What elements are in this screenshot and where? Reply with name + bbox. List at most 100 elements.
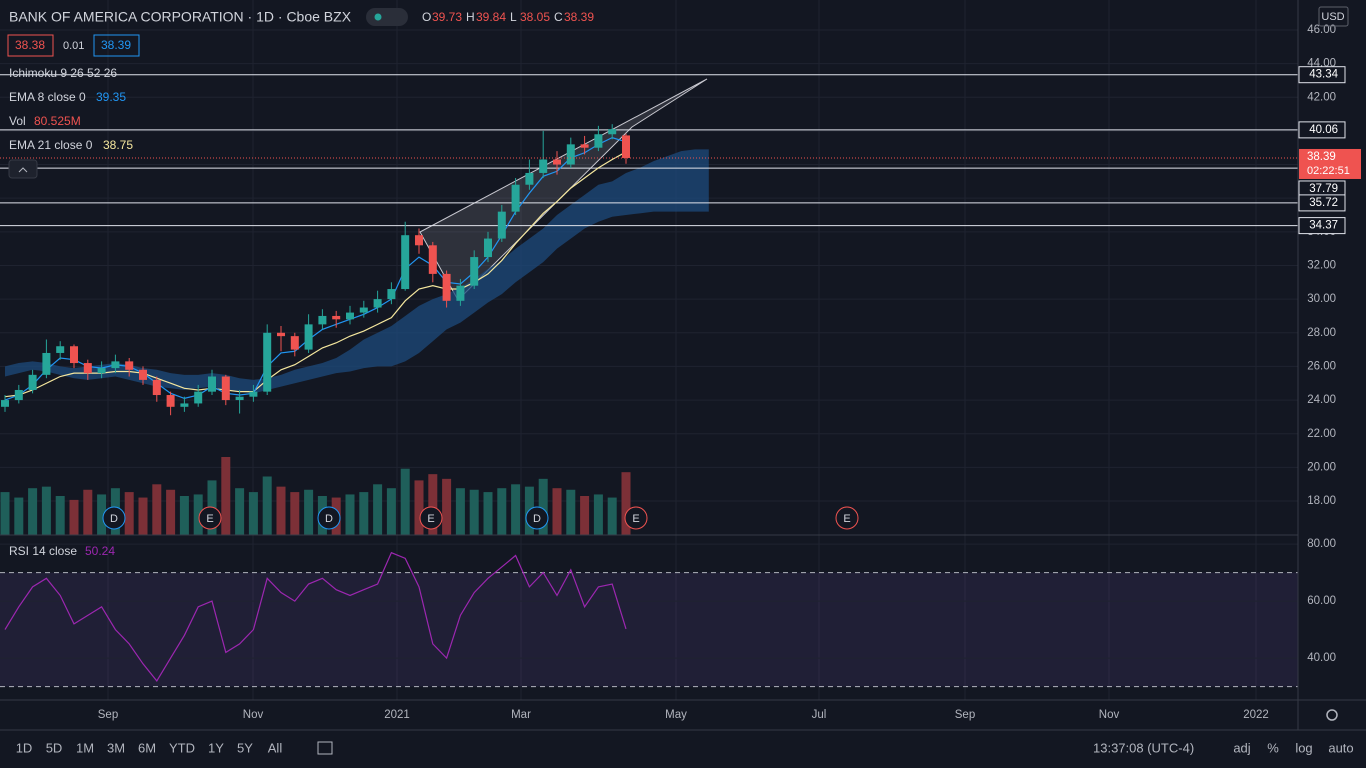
candle-body [166, 395, 175, 407]
range-button[interactable]: All [268, 740, 283, 755]
range-button[interactable]: 5Y [237, 740, 253, 755]
symbol-title: BANK OF AMERICA CORPORATION · 1D · Cboe … [9, 9, 352, 25]
candle-body [580, 144, 589, 148]
price-tag-value: 38.39 [1307, 151, 1336, 163]
x-tick-label: Sep [98, 709, 118, 721]
range-button[interactable]: 1M [76, 740, 94, 755]
volume-bar [152, 484, 162, 535]
volume-bar [359, 492, 369, 535]
legend-ema21: EMA 21 close 0 [9, 138, 93, 152]
volume-bar [497, 488, 507, 535]
event-label: D [533, 513, 541, 525]
level-label: 43.34 [1309, 69, 1338, 81]
candle-body [125, 361, 134, 370]
range-button[interactable]: 3M [107, 740, 125, 755]
candle-body [484, 238, 492, 258]
event-marker[interactable] [624, 506, 648, 530]
candle-body [235, 396, 244, 401]
ema21-line [4, 151, 627, 398]
y-tick-label: 24.00 [1307, 394, 1336, 406]
status-pill[interactable] [366, 8, 408, 26]
volume-bar [124, 492, 134, 535]
event-marker[interactable] [102, 506, 126, 530]
volume-bar [14, 497, 24, 535]
volume-bar [345, 494, 355, 535]
candle-body [594, 134, 603, 148]
y-tick-label: 32.00 [1307, 260, 1336, 272]
range-button[interactable]: 1D [16, 740, 33, 755]
event-marker[interactable] [419, 506, 443, 530]
event-marker[interactable] [317, 506, 341, 530]
candle-body [401, 235, 410, 290]
scale-option[interactable]: log [1295, 740, 1312, 755]
y-tick-label: 22.00 [1307, 428, 1336, 440]
range-button[interactable]: 5D [46, 740, 63, 755]
rsi-line [4, 551, 627, 682]
ohlc-value: 38.39 [564, 10, 594, 24]
legend-ema21-value: 38.75 [103, 138, 133, 152]
x-tick-label: Nov [243, 709, 264, 721]
settings-icon[interactable] [1326, 709, 1338, 721]
ohlc-label: L [510, 10, 517, 24]
candle-body [1, 400, 9, 407]
event-marker[interactable] [525, 506, 549, 530]
event-marker[interactable] [198, 506, 222, 530]
volume-bar [580, 496, 590, 535]
bid-box[interactable] [7, 34, 54, 57]
ask-box[interactable] [93, 34, 140, 57]
legend-vol-value: 80.525M [34, 114, 81, 128]
ichimoku-cloud [5, 149, 709, 394]
volume-bar [276, 486, 286, 535]
candle-body [97, 368, 106, 374]
level-label: 37.79 [1309, 183, 1338, 195]
candle-body [180, 403, 189, 407]
scale-option[interactable]: auto [1328, 740, 1353, 755]
candle-body [56, 346, 65, 353]
candle-body [373, 299, 382, 308]
volume-bar [262, 476, 272, 535]
x-tick-label: Mar [511, 709, 531, 721]
legend-vol: Vol [9, 114, 26, 128]
price-tag [1299, 148, 1361, 179]
event-marker[interactable] [835, 506, 859, 530]
range-button[interactable]: 6M [138, 740, 156, 755]
scale-option[interactable]: % [1267, 740, 1279, 755]
legend-rsi: RSI 14 close [9, 544, 77, 558]
y-tick-label: 26.00 [1307, 360, 1336, 372]
volume-bar [166, 489, 176, 535]
candle-body [346, 312, 354, 320]
currency-box[interactable] [1318, 6, 1349, 27]
scale-option[interactable]: adj [1233, 740, 1250, 755]
goto-date-icon[interactable] [317, 741, 333, 755]
range-button[interactable]: YTD [169, 740, 195, 755]
level-label-box [1298, 121, 1346, 139]
ask: 38.39 [101, 38, 131, 52]
candle-body [70, 346, 78, 364]
level-label-box [1298, 217, 1346, 235]
spread: 0.01 [63, 40, 84, 52]
volume-bar [552, 488, 562, 535]
ohlc-value: 38.05 [520, 10, 550, 24]
price-tag-countdown: 02:22:51 [1307, 165, 1350, 177]
collapse-button[interactable] [8, 159, 38, 179]
candle-body [152, 379, 161, 396]
candle-body [470, 257, 479, 286]
event-label: D [325, 513, 333, 525]
rsi-tick-label: 80.00 [1307, 538, 1336, 550]
volume-bar [28, 488, 38, 535]
candle-body [249, 391, 258, 397]
volume-bar [566, 489, 576, 535]
candle-body [42, 352, 51, 375]
x-tick-label: Jul [812, 709, 827, 721]
market-status [374, 13, 382, 21]
candle-body [511, 184, 520, 212]
y-tick-label: 42.00 [1307, 91, 1336, 103]
candle-body [387, 289, 396, 300]
x-tick-label: Sep [955, 709, 975, 721]
volume-bar [511, 484, 521, 535]
event-label: D [110, 513, 118, 525]
x-tick-label: 2021 [384, 709, 410, 721]
range-button[interactable]: 1Y [208, 740, 224, 755]
